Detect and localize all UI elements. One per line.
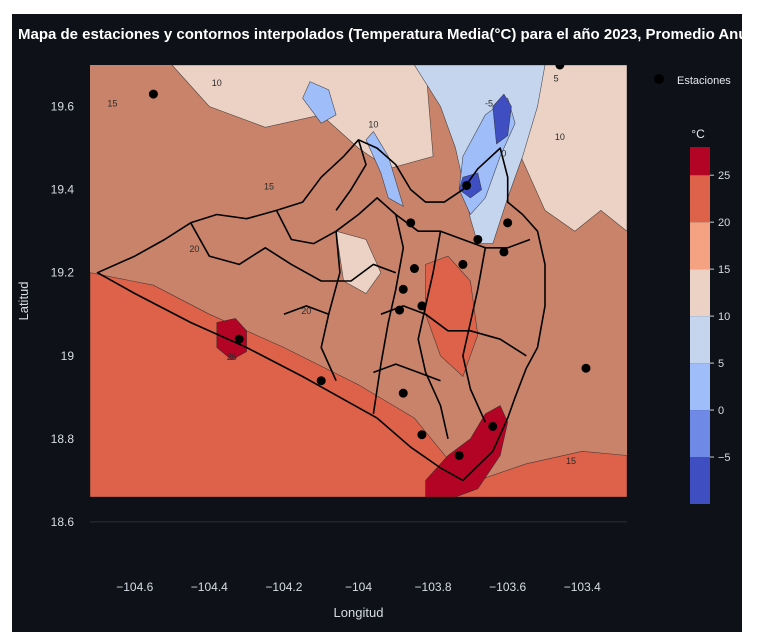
colorbar-tick-label: 10 (718, 311, 730, 323)
contour-label-10: 10 (555, 132, 565, 142)
contour-label-7: -5 (485, 99, 493, 109)
colorbar-tick-label: 20 (718, 217, 730, 229)
municipio-line-4 (372, 214, 405, 415)
station-marker[interactable] (458, 259, 468, 269)
state-outline (96, 139, 546, 482)
colorbar-title: °C (691, 127, 705, 141)
station-marker[interactable] (473, 234, 483, 244)
station-marker[interactable] (462, 180, 472, 190)
contour-label-5: 25 (227, 352, 237, 362)
municipio-line-9 (373, 363, 441, 382)
y-tick-labels: 18.6 18.8 19 19.2 19.4 19.6 (51, 100, 75, 529)
y-tick-label: 19.4 (51, 183, 75, 197)
x-tick-label: −104.2 (265, 580, 302, 594)
colorbar-tick-label: −5 (718, 452, 731, 464)
zone-cold-pool-north (365, 130, 404, 207)
colorbar-tick-label: 25 (718, 170, 730, 182)
contour-label-3: 20 (189, 244, 199, 254)
y-tick-label: 19.6 (51, 100, 75, 114)
contour-label-8: 0 (501, 148, 506, 158)
zone-cool-pocket (335, 230, 382, 294)
station-marker[interactable] (499, 247, 509, 257)
municipio-line-1 (190, 222, 397, 282)
station-marker[interactable] (234, 334, 244, 344)
stations-layer (148, 61, 591, 460)
x-tick-labels: −104.6 −104.4 −104.2 −104 −103.8 −103.6 −103.4 (116, 580, 601, 594)
contour-label-2: 15 (264, 182, 274, 192)
contour-label-6: 10 (368, 119, 378, 129)
colorbar-band (690, 269, 710, 317)
municipio-line-5 (417, 231, 449, 439)
x-axis-label: Longitud (334, 605, 384, 620)
colorbar-band (690, 457, 710, 504)
station-marker[interactable] (488, 421, 498, 431)
legend-label: Estaciones (677, 75, 731, 87)
zone-hot-southeast (425, 405, 509, 497)
x-tick-label: −103.4 (564, 580, 601, 594)
colorbar: °C 25 20 15 10 5 0 −5 (690, 127, 731, 504)
colorbar-ticks: 25 20 15 10 5 0 −5 (710, 170, 731, 464)
station-marker[interactable] (409, 264, 419, 274)
colorbar-band (690, 147, 710, 176)
station-marker[interactable] (555, 61, 565, 70)
y-tick-label: 18.6 (51, 515, 75, 529)
station-marker[interactable] (395, 305, 405, 315)
x-tick-label: −103.6 (489, 580, 526, 594)
zone-hot-west (216, 318, 247, 361)
x-tick-label: −104.6 (116, 580, 153, 594)
municipio-line-8 (380, 305, 527, 357)
colorbar-band (690, 410, 710, 458)
legend[interactable]: Estaciones (654, 74, 731, 87)
temperature-zones (90, 65, 627, 497)
contour-label-1: 10 (212, 78, 222, 88)
colorbar-band (690, 316, 710, 364)
municipio-line-6 (462, 247, 487, 423)
contour-label-0: 15 (107, 99, 117, 109)
y-tick-label: 19 (61, 349, 75, 363)
x-tick-label: −103.8 (415, 580, 452, 594)
colorbar-tick-label: 15 (718, 264, 730, 276)
y-axis-label: Latitud (16, 281, 31, 320)
municipal-boundaries (96, 139, 546, 482)
station-marker[interactable] (398, 388, 408, 398)
municipio-line-10 (335, 139, 367, 211)
municipio-line-7 (283, 305, 329, 315)
station-marker[interactable] (417, 301, 427, 311)
colorbar-band (690, 222, 710, 270)
zone-cold-pool-west (302, 81, 337, 124)
y-tick-label: 19.2 (51, 266, 75, 280)
contour-label-4: 20 (301, 306, 311, 316)
station-marker[interactable] (454, 450, 464, 460)
colorbar-bands (690, 147, 710, 504)
contour-labels: 15 10 15 20 20 25 10 -5 0 5 10 15 (107, 74, 576, 466)
chart-title: Mapa de estaciones y contornos interpola… (18, 26, 742, 43)
zone-coldest-core-north (492, 93, 512, 145)
contour-label-9: 5 (554, 74, 559, 84)
station-marker[interactable] (417, 430, 427, 440)
station-marker[interactable] (406, 218, 416, 228)
legend-station-marker (654, 74, 664, 84)
colorbar-band (690, 175, 710, 223)
colorbar-tick-label: 5 (718, 358, 724, 370)
y-tick-label: 18.8 (51, 432, 75, 446)
x-tick-label: −104 (345, 580, 372, 594)
x-tick-label: −104.4 (191, 580, 228, 594)
station-marker[interactable] (316, 376, 326, 386)
station-marker[interactable] (581, 363, 591, 373)
colorbar-band (690, 363, 710, 411)
station-marker[interactable] (398, 284, 408, 294)
station-marker[interactable] (148, 89, 158, 99)
colorbar-tick-label: 0 (718, 405, 724, 417)
contour-label-11: 15 (566, 456, 576, 466)
chart-panel: Mapa de estaciones y contornos interpola… (12, 14, 742, 632)
axes: −104.6 −104.4 −104.2 −104 −103.8 −103.6 −103.4… (16, 100, 627, 620)
station-marker[interactable] (503, 218, 513, 228)
